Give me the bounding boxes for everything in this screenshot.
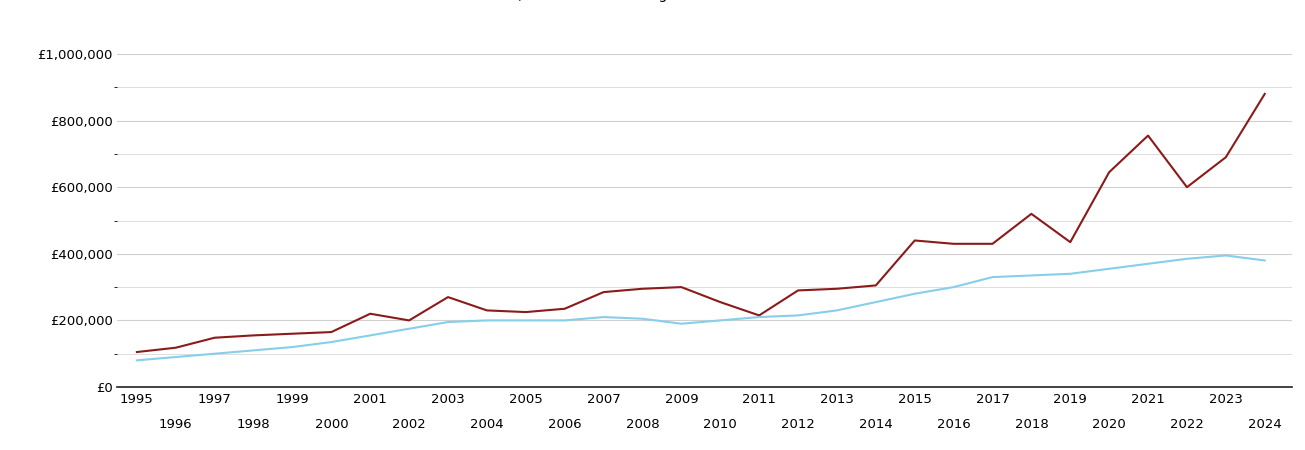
EN, Enfield [673,284,689,290]
EN, Enfield [713,299,728,305]
EN, Enfield [402,318,418,323]
EN, Enfield [1141,133,1156,138]
EN, Enfield [440,294,455,300]
EN, Enfield [868,283,883,288]
England & Wales [245,348,261,353]
England & Wales [673,321,689,326]
England & Wales [1257,258,1272,263]
England & Wales [207,351,223,356]
EN, Enfield [829,286,844,292]
England & Wales [868,299,883,305]
EN, Enfield [479,308,495,313]
England & Wales [1062,271,1078,276]
England & Wales [752,315,767,320]
England & Wales [402,326,418,331]
EN, Enfield [363,311,378,316]
EN, Enfield [907,238,923,243]
EN, Enfield [245,333,261,338]
England & Wales [284,344,300,350]
England & Wales [129,358,145,363]
England & Wales [791,313,806,318]
England & Wales [1101,266,1117,271]
England & Wales [907,291,923,297]
EN, Enfield [634,286,650,292]
EN, Enfield [791,288,806,293]
England & Wales [1218,253,1233,258]
England & Wales [946,284,962,290]
EN, Enfield [1023,211,1039,216]
England & Wales [479,318,495,323]
EN, Enfield [1218,154,1233,160]
EN, Enfield [129,349,145,355]
England & Wales [324,339,339,345]
Line: England & Wales: England & Wales [137,256,1265,360]
England & Wales [363,333,378,338]
England & Wales [985,274,1001,280]
EN, Enfield [1101,170,1117,175]
England & Wales [440,320,455,325]
EN, Enfield [946,241,962,247]
England & Wales [1180,256,1195,261]
EN, Enfield [284,331,300,337]
Legend: EN, Enfield, England & Wales: EN, Enfield, England & Wales [453,0,758,2]
England & Wales [518,318,534,323]
EN, Enfield [324,329,339,335]
EN, Enfield [207,335,223,340]
EN, Enfield [752,313,767,318]
England & Wales [829,308,844,313]
England & Wales [168,354,184,360]
EN, Enfield [1257,91,1272,97]
EN, Enfield [596,289,612,295]
England & Wales [557,318,573,323]
EN, Enfield [168,345,184,351]
EN, Enfield [518,310,534,315]
England & Wales [596,315,612,320]
EN, Enfield [985,241,1001,247]
England & Wales [1141,261,1156,266]
EN, Enfield [1062,239,1078,245]
EN, Enfield [557,306,573,311]
England & Wales [713,318,728,323]
Line: EN, Enfield: EN, Enfield [137,94,1265,352]
England & Wales [634,316,650,321]
England & Wales [1023,273,1039,278]
EN, Enfield [1180,184,1195,190]
